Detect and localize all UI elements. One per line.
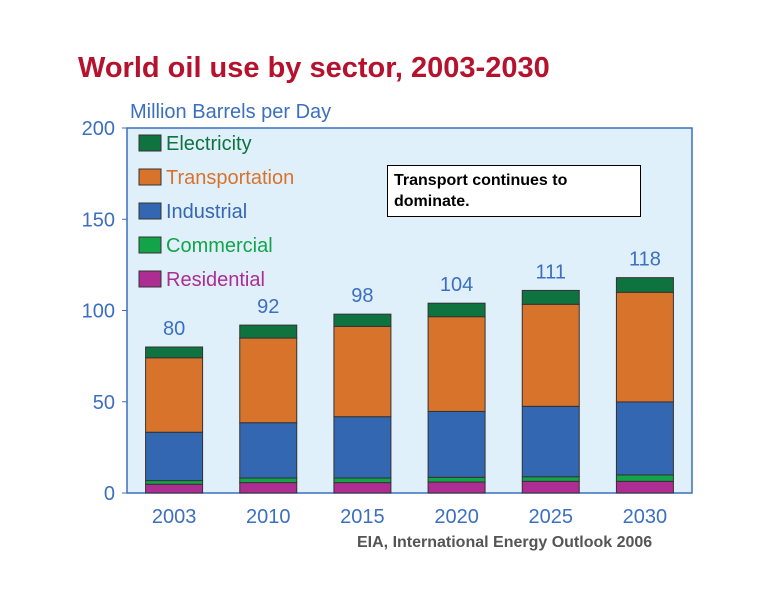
bar-segment-industrial xyxy=(615,401,674,476)
x-tick-label: 2025 xyxy=(529,506,574,528)
x-tick-label: 2030 xyxy=(623,506,668,528)
bar-segment-residential xyxy=(333,482,392,494)
bar-segment-commercial xyxy=(145,480,204,485)
annotation-box: Transport continues to dominate. xyxy=(387,165,641,217)
bar-segment-residential xyxy=(615,480,674,494)
x-tick-label: 2010 xyxy=(246,506,291,528)
legend-swatch-industrial xyxy=(138,202,162,220)
legend-swatch-residential xyxy=(138,270,162,288)
legend-swatch-transportation xyxy=(138,168,162,186)
bar-segment-commercial xyxy=(333,477,392,484)
bar-segment-electricity xyxy=(427,302,486,318)
bar-segment-residential xyxy=(145,483,204,494)
y-tick-label: 150 xyxy=(82,209,115,231)
y-tick-label: 100 xyxy=(82,301,115,323)
legend-label-residential: Residential xyxy=(166,269,265,291)
bar-segment-residential xyxy=(521,480,580,494)
y-tick-label: 0 xyxy=(104,483,115,505)
bar-segment-transportation xyxy=(521,303,580,407)
bar-segment-transportation xyxy=(615,291,674,403)
x-tick-label: 2015 xyxy=(340,506,385,528)
legend-label-transportation: Transportation xyxy=(166,167,294,189)
legend-swatch-electricity xyxy=(138,134,162,152)
bar-segment-commercial xyxy=(427,476,486,483)
bar-segment-residential xyxy=(427,481,486,494)
bar-segment-commercial xyxy=(239,477,298,484)
legend-label-industrial: Industrial xyxy=(166,201,247,223)
legend-swatch-commercial xyxy=(138,236,162,254)
bar-segment-industrial xyxy=(427,410,486,478)
total-label: 111 xyxy=(536,261,566,283)
bar-segment-industrial xyxy=(145,431,204,482)
bar-segment-electricity xyxy=(145,346,204,359)
legend-label-electricity: Electricity xyxy=(166,133,252,155)
bar-segment-transportation xyxy=(427,316,486,412)
y-tick-label: 50 xyxy=(93,392,115,414)
bar-segment-electricity xyxy=(615,277,674,293)
bar-segment-transportation xyxy=(333,325,392,418)
x-tick-label: 2020 xyxy=(434,506,479,528)
bar-segment-electricity xyxy=(239,324,298,339)
source-note: EIA, International Energy Outlook 2006 xyxy=(357,534,653,551)
total-label: 80 xyxy=(163,318,185,340)
bar-segment-industrial xyxy=(333,416,392,479)
total-label: 92 xyxy=(257,296,279,318)
y-axis-label: Million Barrels per Day xyxy=(130,101,332,123)
bar-segment-transportation xyxy=(239,337,298,424)
x-tick-label: 2003 xyxy=(152,506,197,528)
total-label: 118 xyxy=(629,249,661,271)
bar-segment-industrial xyxy=(521,405,580,478)
bar-segment-electricity xyxy=(521,289,580,305)
y-tick-label: 200 xyxy=(82,118,115,140)
legend-label-commercial: Commercial xyxy=(166,235,273,257)
bar-segment-commercial xyxy=(521,476,580,482)
total-label: 98 xyxy=(351,285,373,307)
total-label: 104 xyxy=(440,274,473,296)
bar-segment-transportation xyxy=(145,357,204,433)
bar-segment-commercial xyxy=(615,474,674,482)
bar-segment-residential xyxy=(239,482,298,494)
bar-segment-industrial xyxy=(239,422,298,479)
bar-segment-electricity xyxy=(333,313,392,327)
chart-title: World oil use by sector, 2003-2030 xyxy=(78,52,550,84)
